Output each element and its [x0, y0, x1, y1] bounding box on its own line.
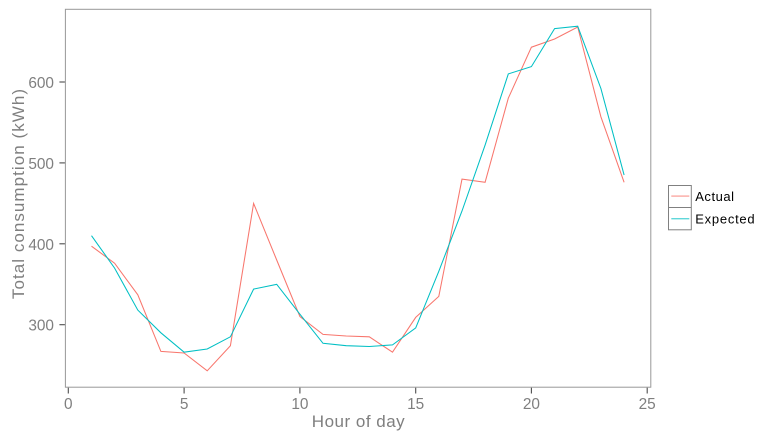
- svg-text:Actual: Actual: [695, 189, 734, 204]
- svg-text:400: 400: [28, 237, 54, 254]
- svg-text:Total consumption (kWh): Total consumption (kWh): [9, 88, 28, 299]
- svg-text:300: 300: [28, 318, 54, 335]
- svg-text:Hour of day: Hour of day: [312, 412, 405, 431]
- svg-text:20: 20: [523, 396, 540, 413]
- svg-text:15: 15: [407, 396, 424, 413]
- svg-text:Expected: Expected: [695, 212, 755, 227]
- svg-text:600: 600: [28, 75, 54, 92]
- svg-text:0: 0: [64, 396, 73, 413]
- svg-text:5: 5: [180, 396, 189, 413]
- svg-text:25: 25: [639, 396, 656, 413]
- svg-text:500: 500: [28, 156, 54, 173]
- svg-text:10: 10: [291, 396, 308, 413]
